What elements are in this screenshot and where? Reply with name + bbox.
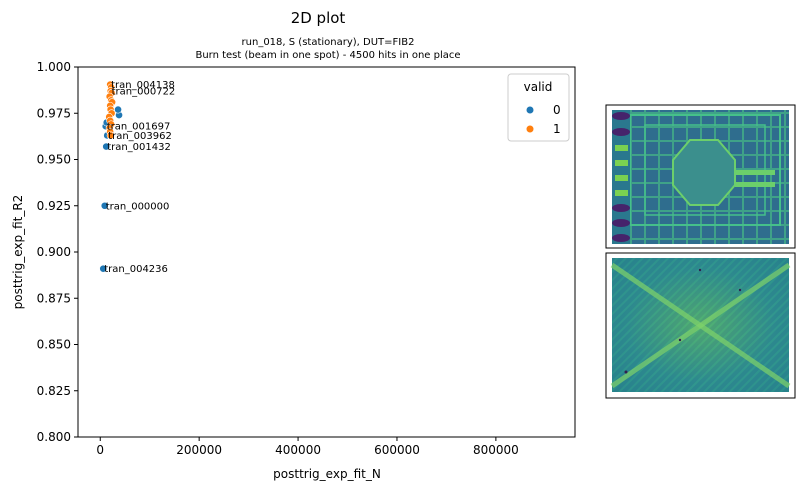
y-tick-label: 0.800 [37,430,71,444]
y-tick-label: 0.900 [37,245,71,259]
y-tick-label: 0.825 [37,384,71,398]
point-label: tran_004236 [104,264,168,275]
legend-box [507,73,570,142]
x-axis: 0 200000 400000 600000 800000 [96,437,519,457]
legend-label-1: 1 [553,122,561,136]
y-axis: 0.800 0.825 0.850 0.875 0.900 0.925 0.950 0.975… [37,60,78,444]
scatter-point [100,201,109,210]
point-label: tran_004138 [111,80,175,91]
point-label: tran_000722 [112,87,176,98]
point-label: tran_000000 [106,201,170,212]
point-label: tran_001697 [107,122,171,133]
x-tick-label: 400000 [275,443,321,457]
inset-image-top [605,104,796,249]
y-tick-label: 0.950 [37,153,71,167]
y-axis-label: posttrig_exp_fit_R2 [11,195,25,310]
y-tick-label: 0.925 [37,199,71,213]
x-tick-label: 0 [96,443,104,457]
point-labels: tran_000000tran_004236tran_001432tran_00… [104,80,175,275]
scatter-points [99,80,123,273]
chart-subtitle-line-2: Burn test (beam in one spot) - 4500 hits… [195,50,460,61]
legend-label-0: 0 [553,103,561,117]
point-label: tran_003962 [108,131,172,142]
chart-subtitle-line-1: run_018, S (stationary), DUT=FIB2 [242,37,415,48]
legend-title: valid [524,80,553,94]
y-tick-label: 0.850 [37,338,71,352]
point-label: tran_001432 [107,142,171,153]
x-tick-label: 600000 [374,443,420,457]
scatter-point [106,131,115,140]
scatter-point [102,142,111,151]
inset-image-bottom [605,252,796,399]
y-tick-label: 0.975 [37,106,71,120]
legend-marker-0 [526,106,534,114]
x-axis-label: posttrig_exp_fit_N [273,467,381,481]
y-tick-label: 0.875 [37,291,71,305]
x-tick-label: 800000 [473,443,519,457]
y-tick-label: 1.000 [37,60,71,74]
legend-marker-1 [526,125,534,133]
x-tick-label: 200000 [176,443,222,457]
legend: valid 0 1 [507,73,570,142]
scatter-point [114,105,122,114]
scatter-point [99,264,108,273]
chart-title: 2D plot [291,9,346,27]
